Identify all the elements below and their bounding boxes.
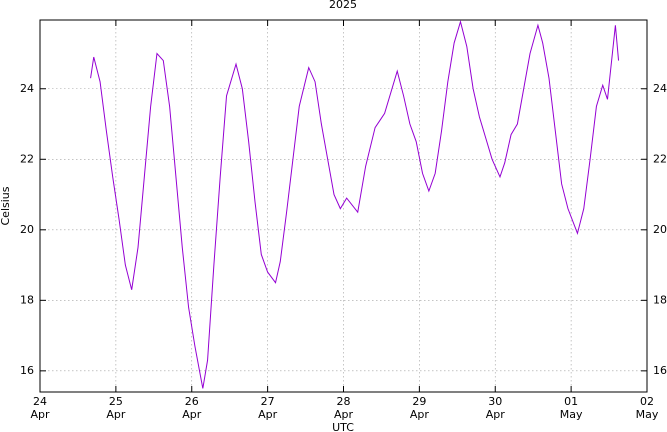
y-tick-label: 18 [20, 293, 34, 306]
chart-title: 2025 [329, 0, 357, 11]
data-line [90, 19, 620, 389]
x-tick-label: 25 Apr [106, 395, 126, 421]
x-tick-label: 26 Apr [182, 395, 202, 421]
y2-tick-label: 22 [653, 152, 667, 165]
x-tick-label: 24 Apr [30, 395, 50, 421]
y2-tick-label: 20 [653, 223, 667, 236]
x-tick-label: 28 Apr [333, 395, 354, 421]
y-tick-label: 22 [20, 152, 34, 165]
x-tick-label: 29 Apr [409, 395, 429, 421]
x-tick-label: 01 May [559, 395, 583, 421]
y-tick-label: 20 [20, 223, 34, 236]
y2-tick-label: 18 [653, 293, 667, 306]
y2-tick-label: 24 [653, 82, 667, 95]
plot-frame [39, 19, 648, 393]
x-tick-label: 30 Apr [485, 395, 505, 421]
x-tick-label: 27 Apr [258, 395, 278, 421]
y2-tick-label: 16 [653, 364, 667, 377]
y-tick-label: 24 [20, 82, 34, 95]
x-tick-label: 02 May [635, 395, 659, 421]
x-axis-title: UTC [332, 421, 354, 432]
y-axis-title: Celsius [0, 186, 12, 225]
y-tick-label: 16 [20, 364, 34, 377]
